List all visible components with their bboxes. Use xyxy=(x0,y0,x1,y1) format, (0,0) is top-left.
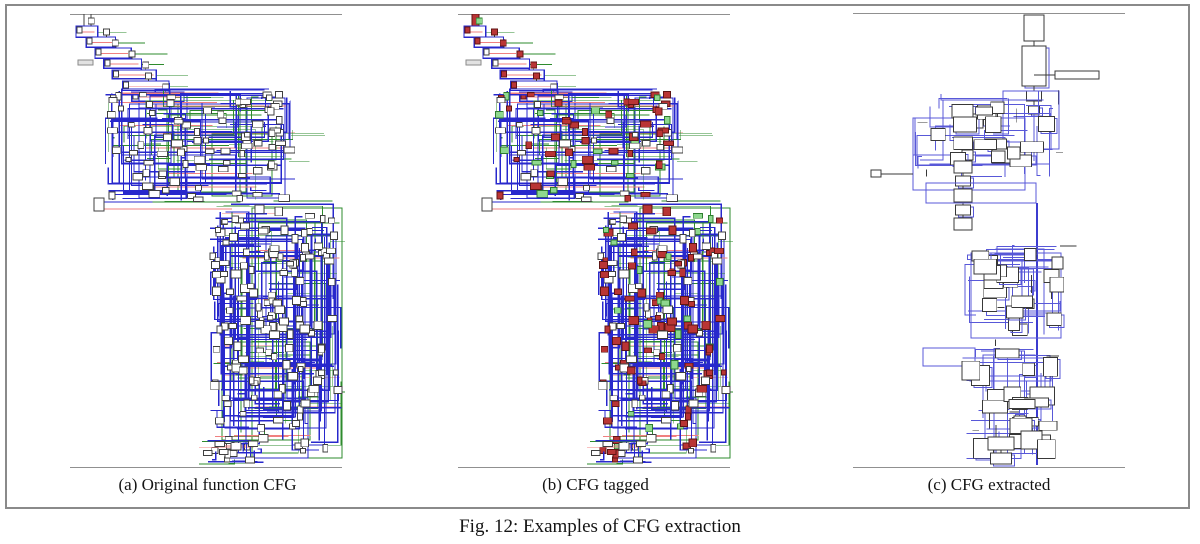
cfg-graph-tagged xyxy=(458,14,733,468)
subcaption-a: (a) Original function CFG xyxy=(118,475,297,494)
subcaption-c: (c) CFG extracted xyxy=(927,475,1051,494)
cfg-graph-original xyxy=(70,14,345,468)
subcaption-b: (b) CFG tagged xyxy=(542,475,649,494)
figure-frame: (a) Original function CFG (b) CFG tagged… xyxy=(5,4,1190,509)
cfg-graph-extracted xyxy=(853,13,1125,468)
figure-caption: Fig. 12: Examples of CFG extraction xyxy=(459,516,741,537)
